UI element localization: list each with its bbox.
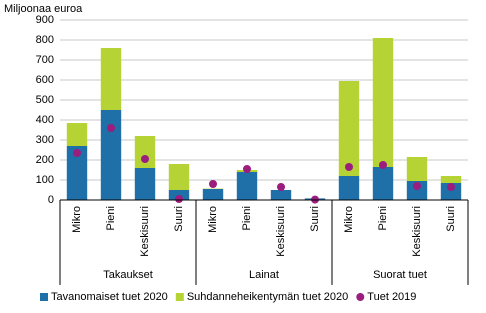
y-tick-label: 600 bbox=[36, 74, 54, 86]
x-tick-label: Pieni bbox=[105, 206, 117, 230]
bar-segment bbox=[338, 176, 360, 200]
x-tick-label: Keskisuuri bbox=[411, 206, 423, 257]
bar-segment bbox=[372, 38, 394, 167]
bar-segment bbox=[372, 167, 394, 200]
group-label: Takaukset bbox=[103, 269, 153, 281]
x-tick-label: Pieni bbox=[377, 206, 389, 230]
y-tick-label: 400 bbox=[36, 114, 54, 126]
y-tick-label: 0 bbox=[48, 194, 54, 206]
bar-segment bbox=[270, 190, 292, 200]
x-tick-label: Mikro bbox=[71, 206, 83, 233]
bar-segment bbox=[406, 181, 428, 200]
legend-label: Suhdanneheikentymän tuet 2020 bbox=[187, 291, 348, 303]
x-tick-label: Suuri bbox=[309, 206, 321, 232]
bar-segment bbox=[406, 157, 428, 181]
dot bbox=[243, 165, 251, 173]
dot bbox=[447, 183, 455, 191]
legend-swatch bbox=[356, 293, 365, 301]
dot bbox=[379, 161, 387, 169]
bar-segment bbox=[100, 48, 122, 110]
dot bbox=[175, 195, 183, 203]
x-tick-label: Keskisuuri bbox=[275, 206, 287, 257]
x-tick-label: Suuri bbox=[173, 206, 185, 232]
x-tick-label: Suuri bbox=[445, 206, 457, 232]
y-axis-title: Miljoonaa euroa bbox=[4, 3, 83, 15]
x-tick-label: Keskisuuri bbox=[139, 206, 151, 257]
legend-swatch bbox=[40, 293, 48, 301]
y-tick-label: 900 bbox=[36, 14, 54, 26]
dot bbox=[141, 155, 149, 163]
bar-segment bbox=[134, 168, 156, 200]
group-label: Lainat bbox=[249, 269, 279, 281]
x-tick-label: Mikro bbox=[343, 206, 355, 233]
dot bbox=[209, 180, 217, 188]
bar-segment bbox=[168, 164, 190, 190]
y-tick-label: 300 bbox=[36, 134, 54, 146]
bar-segment bbox=[440, 176, 462, 183]
y-tick-label: 500 bbox=[36, 94, 54, 106]
y-tick-label: 700 bbox=[36, 54, 54, 66]
y-tick-label: 200 bbox=[36, 154, 54, 166]
dot bbox=[277, 183, 285, 191]
bar-segment bbox=[236, 172, 258, 200]
bar-segment bbox=[134, 136, 156, 168]
x-tick-label: Pieni bbox=[241, 206, 253, 230]
legend-label: Tavanomaiset tuet 2020 bbox=[51, 291, 168, 303]
dot bbox=[413, 182, 421, 190]
bar-segment bbox=[100, 110, 122, 200]
y-tick-label: 800 bbox=[36, 34, 54, 46]
bar-segment bbox=[66, 146, 88, 200]
bar-segment bbox=[66, 123, 88, 146]
dot bbox=[107, 124, 115, 132]
bar-segment bbox=[440, 183, 462, 200]
dot bbox=[73, 149, 81, 157]
bar-segment bbox=[202, 189, 224, 200]
group-label: Suorat tuet bbox=[373, 269, 427, 281]
legend-swatch bbox=[175, 293, 184, 301]
legend-label: Tuet 2019 bbox=[367, 291, 416, 303]
dot bbox=[345, 163, 353, 171]
x-tick-label: Mikro bbox=[207, 206, 219, 233]
bar-segment bbox=[338, 81, 360, 176]
y-tick-label: 100 bbox=[36, 174, 54, 186]
